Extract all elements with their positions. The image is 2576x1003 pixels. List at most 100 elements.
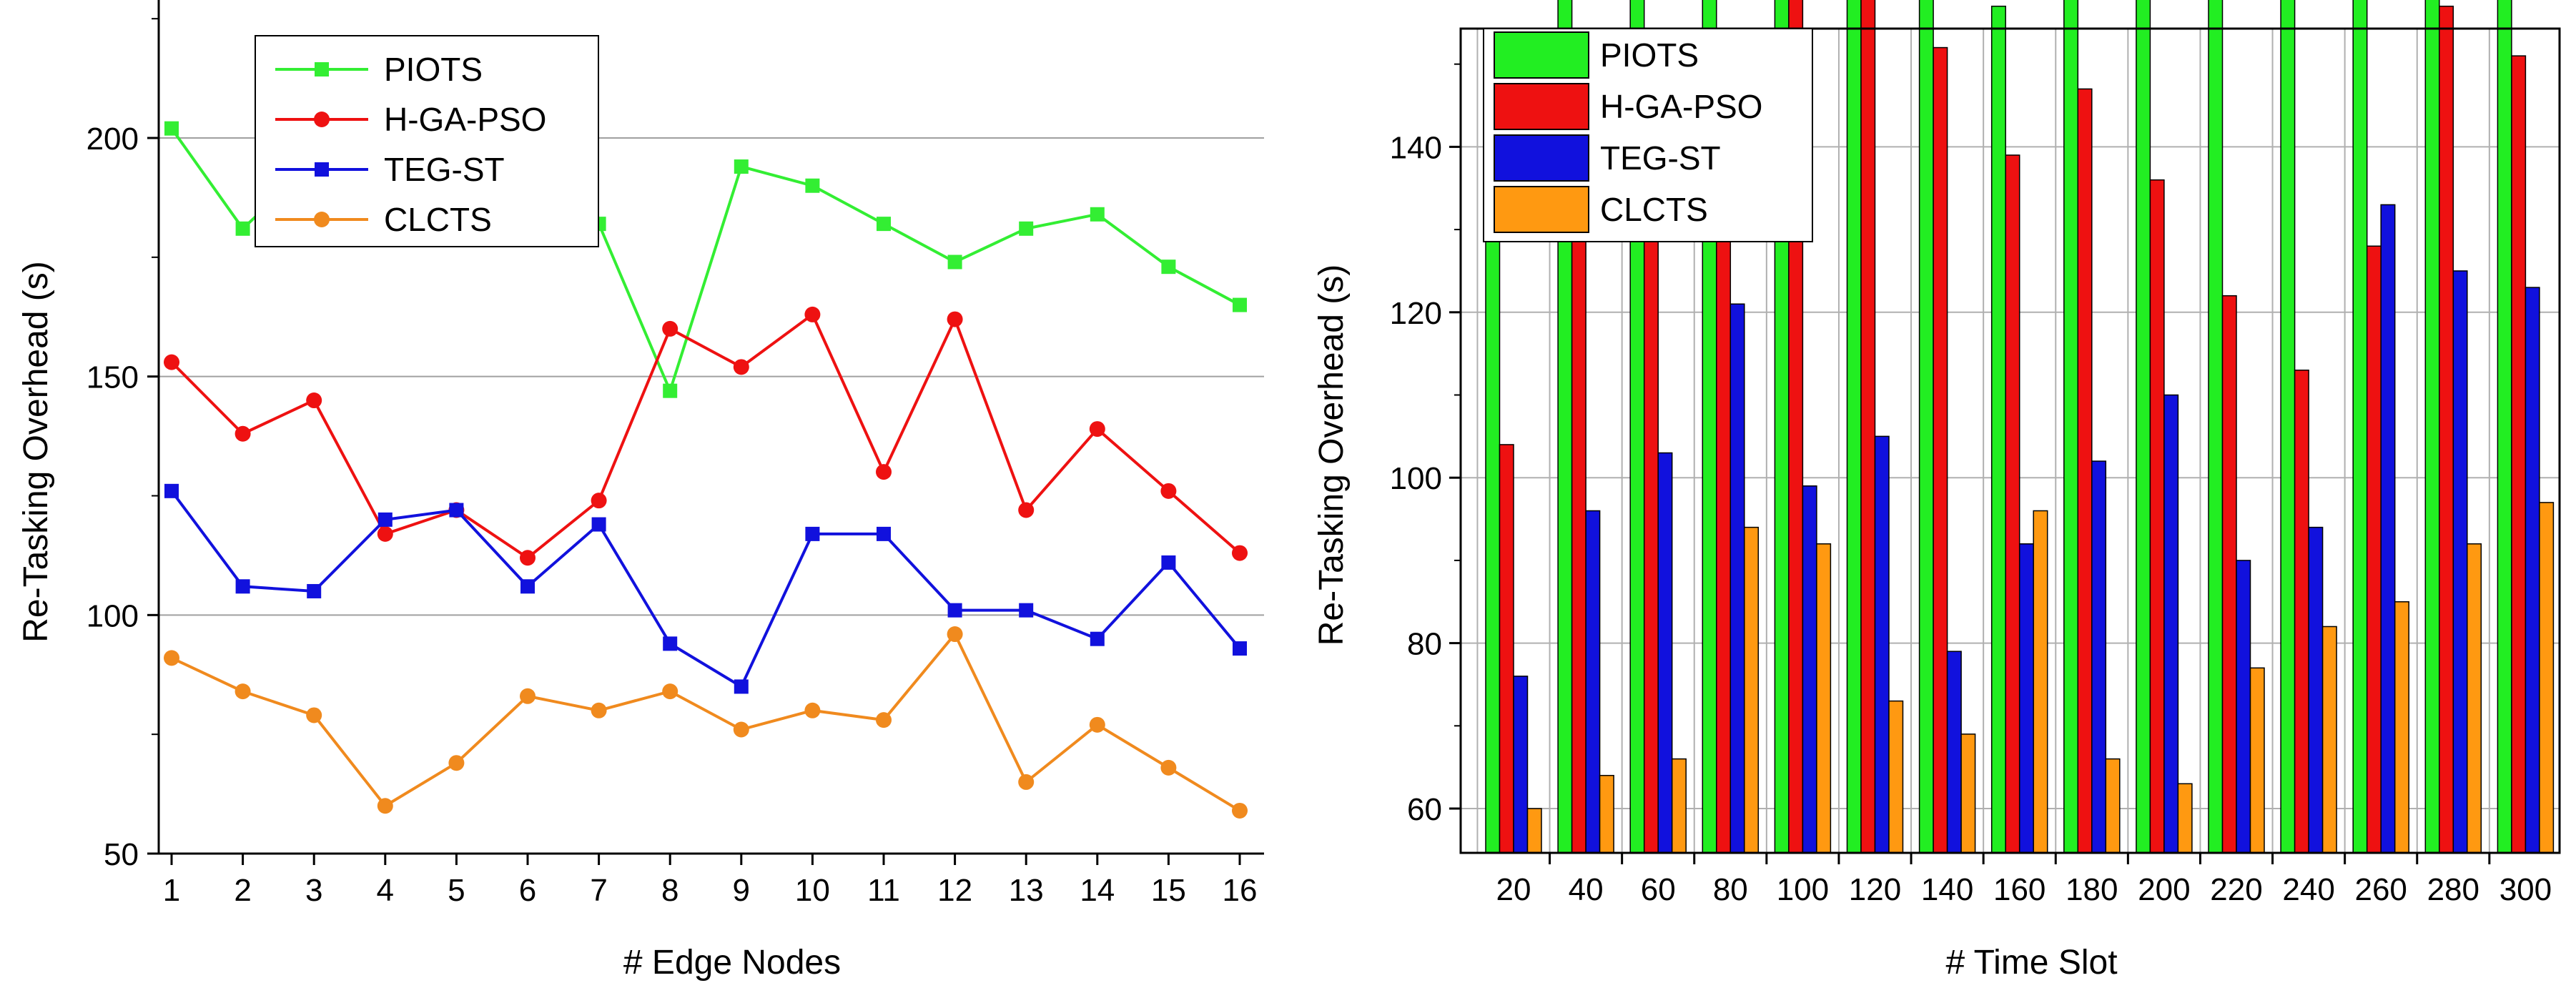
data-point	[520, 688, 536, 704]
data-point	[805, 178, 820, 193]
bar	[1729, 303, 1745, 854]
bar	[1860, 0, 1876, 854]
y-tick-label: 80	[1407, 627, 1442, 662]
bar	[1918, 0, 1934, 854]
bar	[2352, 0, 2368, 854]
bar	[2439, 5, 2454, 854]
data-point	[1090, 631, 1105, 646]
data-point	[377, 512, 393, 527]
x-tick-label: 240	[2282, 872, 2334, 907]
x-tick-label: 4	[377, 873, 394, 908]
x-tick-label: 13	[1009, 873, 1044, 908]
x-tick-label: 1	[163, 873, 180, 908]
plot-frame	[1459, 27, 2561, 854]
data-point	[734, 159, 749, 174]
bar	[1513, 676, 1529, 854]
bar	[2149, 179, 2165, 854]
x-tick-label: 60	[1641, 872, 1676, 907]
x-tick-label: 16	[1223, 873, 1258, 908]
legend-marker	[315, 62, 329, 76]
bar	[2105, 758, 2121, 854]
bar	[2249, 667, 2265, 854]
x-tick-label: 20	[1496, 872, 1531, 907]
data-point	[1233, 297, 1247, 312]
data-point	[662, 320, 678, 337]
data-point	[947, 311, 963, 327]
data-point	[1019, 603, 1034, 618]
legend-label: PIOTS	[1600, 36, 1699, 74]
data-point	[1161, 260, 1176, 275]
x-tick-label: 220	[2210, 872, 2262, 907]
data-point	[876, 464, 892, 480]
series-line-clcts	[171, 631, 1241, 812]
legend-marker	[314, 112, 330, 127]
bar	[1888, 700, 1904, 854]
bar	[2366, 245, 2382, 854]
legend: PIOTS H-GA-PSO TEG-ST CLCTS	[1483, 28, 1813, 242]
data-point	[1090, 207, 1105, 222]
bar	[2221, 295, 2237, 854]
x-tick-label: 140	[1921, 872, 1973, 907]
bar	[1643, 196, 1659, 854]
bar	[2018, 543, 2034, 854]
y-tick-label: 150	[87, 360, 139, 395]
bar	[2321, 626, 2337, 854]
legend-swatch	[1494, 134, 1589, 182]
data-point	[804, 306, 821, 322]
y-axis-label: Re-Tasking Overhead (s)	[17, 261, 55, 643]
bar	[2005, 154, 2020, 854]
bar	[1671, 758, 1687, 854]
data-point	[235, 579, 250, 594]
bar	[2467, 543, 2482, 854]
x-tick-label: 7	[590, 873, 607, 908]
data-point	[306, 392, 322, 409]
x-tick-label: 100	[1777, 872, 1829, 907]
data-point	[591, 517, 606, 532]
x-tick-label: 2	[234, 873, 251, 908]
data-point	[1089, 716, 1105, 733]
grid	[1461, 29, 2560, 853]
bar	[1599, 774, 1614, 854]
data-point	[164, 483, 179, 498]
x-tick-label: 12	[937, 873, 972, 908]
bar	[2077, 88, 2093, 854]
bar	[1960, 733, 1976, 854]
bar	[2294, 370, 2309, 854]
legend-label: PIOTS	[384, 51, 483, 88]
data-point	[164, 650, 179, 666]
x-tick-label: 300	[2499, 872, 2552, 907]
data-point	[877, 526, 891, 541]
x-tick-label: 160	[1993, 872, 2045, 907]
data-point	[449, 503, 464, 518]
x-tick-label: 15	[1151, 873, 1186, 908]
x-tick-label: 3	[305, 873, 322, 908]
axes: 60 80 100 120 140 160 180 200 220 240 20 40 60 80 100 1…	[1390, 27, 2561, 907]
y-tick-label: 100	[87, 598, 139, 633]
legend-label: CLCTS	[1600, 191, 1708, 228]
series-group	[164, 121, 1248, 819]
bar	[1585, 510, 1601, 854]
y-tick-label: 100	[1390, 461, 1442, 496]
data-point	[377, 798, 393, 814]
data-point	[1232, 802, 1248, 819]
bar	[2497, 0, 2512, 854]
legend-box	[255, 35, 599, 247]
x-tick-label: 180	[2066, 872, 2118, 907]
bar	[1874, 435, 1890, 854]
bar	[1571, 138, 1586, 854]
bar	[2163, 394, 2179, 854]
x-axis-label: # Time Slot	[1945, 944, 2117, 982]
data-point	[947, 603, 962, 618]
legend-swatch	[1494, 186, 1589, 233]
data-point	[164, 121, 179, 136]
legend-label: TEG-ST	[384, 151, 505, 188]
data-point	[591, 702, 607, 718]
data-point	[876, 712, 892, 728]
bar-chart: 60 80 100 120 140 160 180 200 220 240 20 40 60 80 100 1…	[1313, 0, 2561, 982]
y-axis-label: Re-Tasking Overhead (s)	[1313, 265, 1351, 646]
bar	[2033, 510, 2048, 854]
x-tick-label: 40	[1569, 872, 1604, 907]
bar	[2236, 560, 2251, 854]
series-line-h-ga-pso	[170, 312, 1241, 560]
bar	[1657, 452, 1673, 854]
